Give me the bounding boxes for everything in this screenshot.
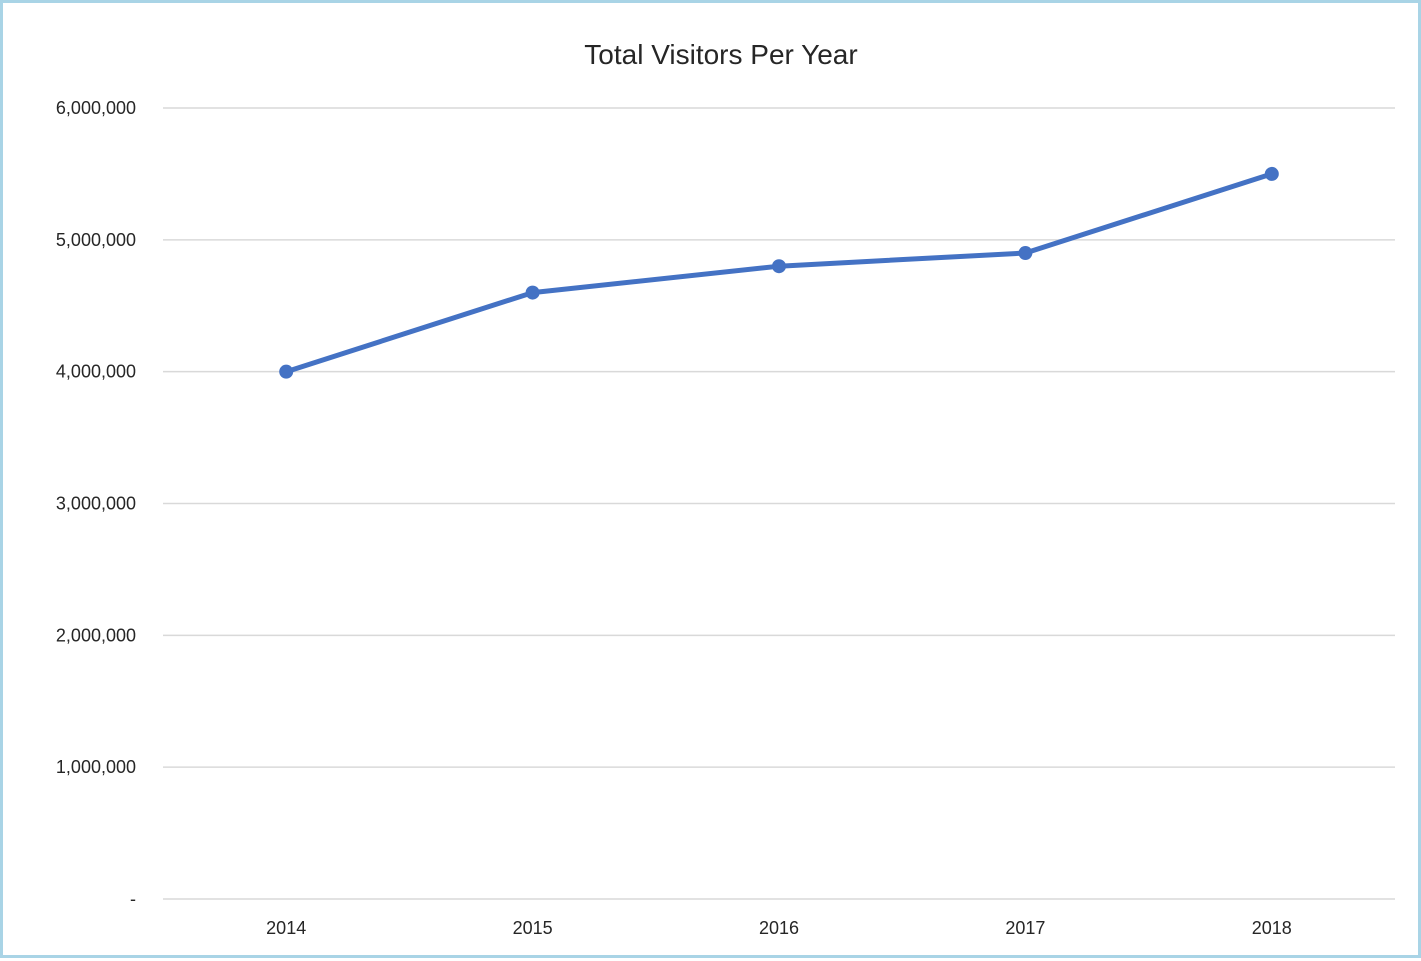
gridlines: [163, 107, 1395, 900]
x-tick-label-2018: 2018: [1252, 918, 1292, 938]
data-point-2016: [772, 259, 786, 274]
series-layer: [279, 166, 1279, 379]
y-tick-label-4: 4,000,000: [56, 362, 136, 382]
data-point-2017: [1018, 246, 1033, 261]
x-tick-label-2017: 2017: [1005, 918, 1045, 938]
line-chart: Total Visitors Per Year - 1,000,000 2,000,…: [56, 39, 1395, 938]
x-tick-label-2016: 2016: [759, 918, 799, 938]
chart-title: Total Visitors Per Year: [584, 39, 857, 70]
y-tick-label-5: 5,000,000: [56, 230, 136, 250]
y-tick-label-6: 6,000,000: [56, 98, 136, 118]
y-axis-tick-labels: - 1,000,000 2,000,000 3,000,000 4,000,000 5,0…: [56, 98, 136, 909]
x-tick-label-2014: 2014: [266, 918, 306, 938]
y-tick-label-3: 3,000,000: [56, 494, 136, 514]
x-tick-label-2015: 2015: [513, 918, 553, 938]
y-tick-label-1: 1,000,000: [56, 757, 136, 777]
x-axis-tick-labels: 2014 2015 2016 2017 2018: [266, 918, 1292, 938]
y-tick-label-0: -: [130, 889, 136, 909]
data-point-2015: [525, 285, 540, 300]
y-tick-label-2: 2,000,000: [56, 625, 136, 645]
data-point-2018: [1264, 166, 1279, 181]
data-point-2014: [279, 364, 294, 379]
